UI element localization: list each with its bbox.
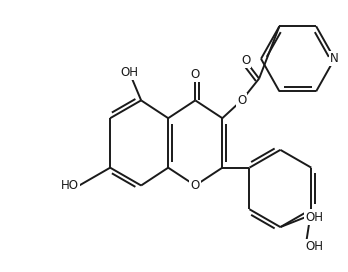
Text: OH: OH xyxy=(120,66,139,79)
Text: O: O xyxy=(237,94,246,107)
Text: OH: OH xyxy=(306,211,324,224)
Text: O: O xyxy=(191,68,200,81)
Text: OH: OH xyxy=(306,240,324,253)
Text: N: N xyxy=(330,52,339,65)
Text: O: O xyxy=(191,179,200,192)
Text: O: O xyxy=(241,54,250,67)
Text: HO: HO xyxy=(61,179,79,192)
